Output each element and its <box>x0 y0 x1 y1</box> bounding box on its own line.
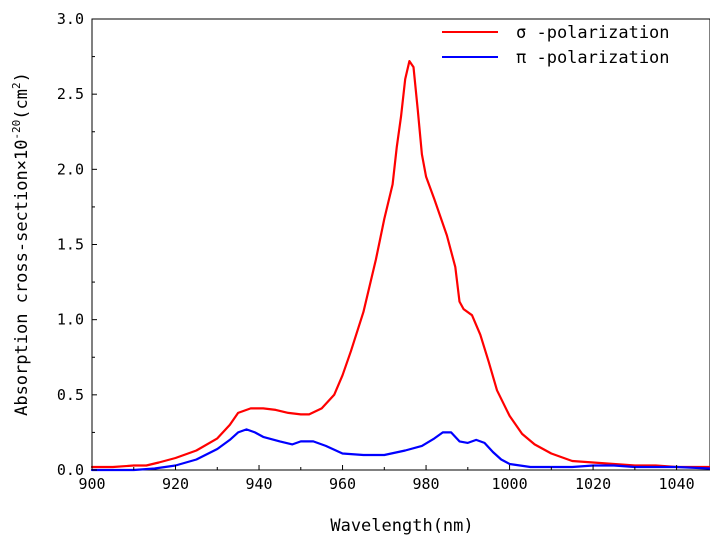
y-axis-title-unit-close: ) <box>12 72 32 82</box>
x-tick-label: 900 <box>78 475 105 493</box>
y-axis-title: Absorption cross-section×10-20(cm2) <box>10 72 32 416</box>
x-axis-title: Wavelength(nm) <box>330 516 473 536</box>
y-tick-label: 0.5 <box>57 386 84 404</box>
legend: σ -polarization π -polarization <box>442 23 670 68</box>
y-axis-title-exponent: -20 <box>10 120 23 140</box>
legend-label-pi: π -polarization <box>516 48 670 68</box>
y-tick-label: 2.0 <box>57 160 84 178</box>
y-tick-label: 1.0 <box>57 311 84 329</box>
plot-frame <box>91 18 710 471</box>
y-axis-title-main: Absorption cross-section×10 <box>12 140 32 416</box>
y-tick-label: 1.5 <box>57 236 84 254</box>
x-tick-label: 1020 <box>575 475 611 493</box>
y-axis-title-unit-open: (cm <box>12 89 32 120</box>
x-axis: 900 920 940 960 980 1000 1020 1040 <box>78 465 695 493</box>
y-axis: 0.0 0.5 1.0 1.5 2.0 2.5 3.0 <box>57 10 97 479</box>
y-tick-label: 3.0 <box>57 10 84 28</box>
x-tick-label: 960 <box>329 475 356 493</box>
x-tick-label: 1000 <box>492 475 528 493</box>
legend-label-sigma: σ -polarization <box>516 23 670 43</box>
x-tick-label: 1040 <box>659 475 695 493</box>
x-tick-label: 980 <box>413 475 440 493</box>
y-tick-label: 2.5 <box>57 85 84 103</box>
y-tick-label: 0.0 <box>57 461 84 479</box>
series-line-0 <box>90 60 710 469</box>
y-axis-title-unit-exponent: 2 <box>10 82 23 89</box>
series-line-1 <box>90 428 710 472</box>
x-tick-label: 920 <box>162 475 189 493</box>
x-tick-label: 940 <box>245 475 272 493</box>
data-curves <box>90 60 710 472</box>
